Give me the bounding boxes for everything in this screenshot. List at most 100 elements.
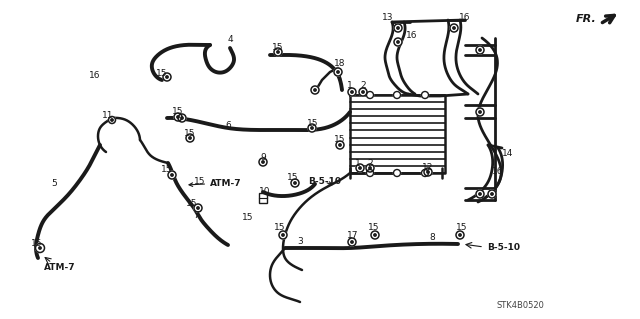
Circle shape xyxy=(274,48,282,56)
Circle shape xyxy=(479,49,481,51)
Text: 15: 15 xyxy=(272,42,284,51)
Circle shape xyxy=(279,231,287,239)
Circle shape xyxy=(476,46,484,54)
Circle shape xyxy=(367,169,374,176)
Circle shape xyxy=(351,241,353,243)
Circle shape xyxy=(371,231,379,239)
Text: 14: 14 xyxy=(502,149,514,158)
Text: 15: 15 xyxy=(368,224,380,233)
Circle shape xyxy=(488,190,496,198)
Text: 15: 15 xyxy=(156,69,168,78)
Text: 16: 16 xyxy=(89,71,100,80)
Circle shape xyxy=(181,117,183,119)
Circle shape xyxy=(351,91,353,93)
Circle shape xyxy=(424,168,432,176)
Circle shape xyxy=(174,113,182,121)
Text: 16: 16 xyxy=(492,167,504,176)
Circle shape xyxy=(171,174,173,176)
Circle shape xyxy=(189,137,191,139)
Circle shape xyxy=(394,92,401,99)
Circle shape xyxy=(369,167,371,169)
Text: ATM-7: ATM-7 xyxy=(189,179,242,188)
Circle shape xyxy=(394,24,402,32)
Text: 12: 12 xyxy=(422,162,434,172)
Circle shape xyxy=(427,171,429,173)
Circle shape xyxy=(356,164,364,172)
Text: 7: 7 xyxy=(193,211,199,220)
Circle shape xyxy=(422,92,429,99)
Circle shape xyxy=(262,161,264,163)
Circle shape xyxy=(277,51,279,53)
Circle shape xyxy=(311,127,313,129)
Circle shape xyxy=(35,243,45,253)
Text: 15: 15 xyxy=(172,108,184,116)
Text: 18: 18 xyxy=(334,58,346,68)
Text: 15: 15 xyxy=(307,118,319,128)
Text: 8: 8 xyxy=(429,233,435,241)
Circle shape xyxy=(111,119,113,121)
Circle shape xyxy=(394,38,402,46)
Text: 16: 16 xyxy=(406,31,418,40)
Circle shape xyxy=(479,193,481,195)
Circle shape xyxy=(168,171,176,179)
Text: 15: 15 xyxy=(31,240,43,249)
Text: 15: 15 xyxy=(186,199,198,209)
Circle shape xyxy=(308,124,316,132)
Text: 15: 15 xyxy=(275,224,285,233)
Text: 2: 2 xyxy=(360,80,366,90)
Circle shape xyxy=(109,116,115,123)
Circle shape xyxy=(374,234,376,236)
Circle shape xyxy=(367,92,374,99)
Text: 6: 6 xyxy=(225,121,231,130)
Circle shape xyxy=(197,207,199,209)
Text: 1: 1 xyxy=(347,80,353,90)
Circle shape xyxy=(311,86,319,94)
Text: 13: 13 xyxy=(382,13,394,23)
Circle shape xyxy=(339,144,341,146)
Circle shape xyxy=(476,190,484,198)
Circle shape xyxy=(359,167,361,169)
Text: 15: 15 xyxy=(243,213,253,222)
Circle shape xyxy=(177,116,179,118)
Circle shape xyxy=(166,76,168,78)
Text: 9: 9 xyxy=(260,152,266,161)
Circle shape xyxy=(178,114,186,122)
Text: 16: 16 xyxy=(460,12,471,21)
Circle shape xyxy=(362,91,364,93)
Text: B-5-10: B-5-10 xyxy=(308,177,341,187)
Bar xyxy=(259,193,267,203)
Text: 10: 10 xyxy=(259,188,271,197)
Circle shape xyxy=(337,71,339,73)
Circle shape xyxy=(366,164,374,172)
Circle shape xyxy=(294,182,296,184)
Text: 4: 4 xyxy=(227,35,233,44)
Circle shape xyxy=(450,24,458,32)
Text: B-5-10: B-5-10 xyxy=(487,243,520,253)
Circle shape xyxy=(314,89,316,91)
Circle shape xyxy=(476,108,484,116)
Text: 15: 15 xyxy=(287,174,299,182)
Text: ATM-7: ATM-7 xyxy=(44,263,76,272)
Text: 3: 3 xyxy=(297,238,303,247)
Circle shape xyxy=(39,247,41,249)
Text: 15: 15 xyxy=(334,136,346,145)
Circle shape xyxy=(186,134,194,142)
Circle shape xyxy=(453,27,455,29)
Circle shape xyxy=(394,169,401,176)
Text: 5: 5 xyxy=(51,180,57,189)
Circle shape xyxy=(422,169,429,176)
Text: 17: 17 xyxy=(348,232,359,241)
Circle shape xyxy=(348,238,356,246)
Text: 15: 15 xyxy=(161,166,173,174)
Text: 2: 2 xyxy=(367,159,373,167)
Text: 15: 15 xyxy=(456,224,468,233)
Text: 1: 1 xyxy=(355,159,361,167)
Circle shape xyxy=(479,111,481,113)
Circle shape xyxy=(359,88,367,96)
Text: 15: 15 xyxy=(184,130,196,138)
Circle shape xyxy=(291,179,299,187)
Circle shape xyxy=(336,141,344,149)
Circle shape xyxy=(194,204,202,212)
Text: 11: 11 xyxy=(102,112,114,121)
Text: FR.: FR. xyxy=(576,14,596,24)
